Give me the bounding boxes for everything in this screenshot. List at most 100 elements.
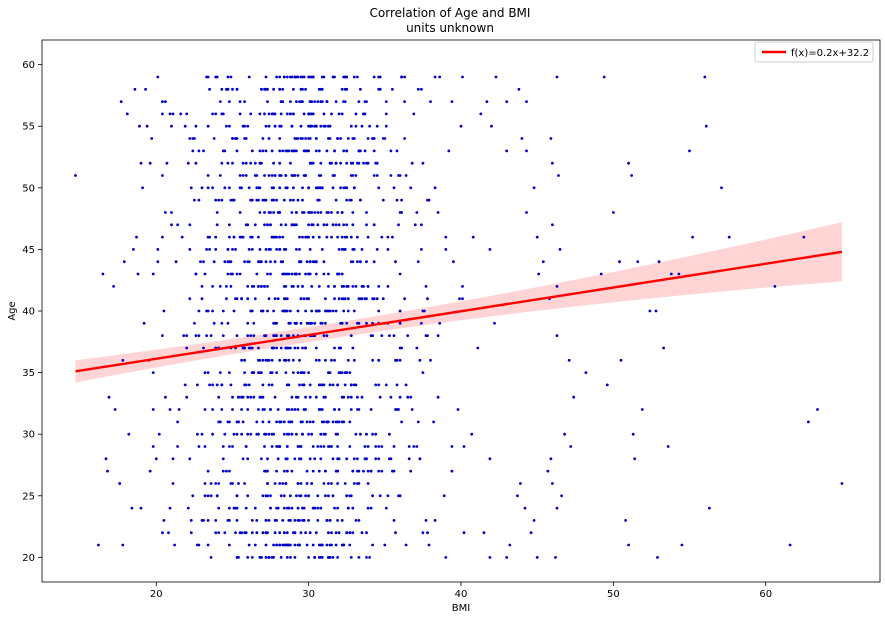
scatter-point	[282, 420, 286, 424]
scatter-point	[285, 186, 289, 190]
scatter-point	[340, 87, 344, 91]
scatter-point	[273, 260, 277, 264]
scatter-point	[427, 543, 431, 547]
scatter-point	[371, 432, 374, 436]
scatter-point	[139, 506, 143, 510]
scatter-point	[275, 371, 278, 374]
scatter-point	[221, 112, 225, 116]
scatter-point	[325, 235, 329, 239]
scatter-point	[231, 248, 234, 251]
scatter-point	[348, 445, 352, 448]
scatter-point	[249, 309, 253, 313]
scatter-point	[290, 272, 294, 276]
scatter-point	[345, 149, 349, 153]
scatter-point	[246, 260, 250, 264]
scatter-point	[261, 531, 265, 535]
scatter-point	[352, 383, 356, 387]
scatter-point	[203, 482, 207, 485]
scatter-point	[330, 482, 333, 485]
scatter-point	[360, 248, 364, 251]
scatter-point	[351, 285, 355, 288]
scatter-point	[313, 321, 317, 325]
scatter-point	[328, 161, 332, 165]
scatter-point	[278, 161, 282, 165]
scatter-point	[249, 395, 253, 399]
scatter-point	[336, 556, 339, 559]
scatter-point	[290, 211, 294, 214]
scatter-point	[340, 235, 344, 239]
scatter-point	[357, 469, 361, 473]
scatter-point	[220, 383, 224, 387]
scatter-point	[377, 309, 381, 313]
scatter-point	[261, 420, 265, 424]
scatter-point	[185, 395, 189, 399]
scatter-point	[234, 531, 237, 535]
scatter-point	[249, 235, 253, 239]
scatter-point	[324, 321, 327, 325]
scatter-point	[130, 506, 134, 510]
y-tick-label: 20	[22, 553, 35, 564]
scatter-point	[287, 432, 291, 436]
scatter-point	[229, 383, 233, 387]
scatter-point	[285, 334, 289, 337]
scatter-point	[677, 272, 681, 276]
scatter-point	[462, 531, 466, 535]
scatter-point	[375, 124, 379, 128]
scatter-point	[289, 494, 292, 498]
scatter-point	[290, 149, 294, 153]
scatter-point	[161, 235, 164, 239]
legend-box	[754, 41, 874, 63]
scatter-point	[272, 235, 275, 239]
scatter-point	[220, 198, 224, 202]
scatter-point	[215, 383, 219, 387]
scatter-point	[352, 358, 356, 362]
scatter-point	[816, 408, 819, 411]
scatter-point	[281, 482, 285, 485]
scatter-point	[307, 494, 310, 498]
scatter-point	[351, 248, 355, 251]
scatter-point	[133, 87, 137, 91]
scatter-point	[366, 506, 370, 510]
scatter-point	[263, 432, 266, 436]
scatter-point	[200, 186, 204, 190]
scatter-point	[220, 408, 224, 411]
scatter-point	[366, 235, 370, 239]
scatter-point	[317, 358, 321, 362]
scatter-point	[366, 445, 370, 448]
scatter-point	[426, 198, 429, 202]
scatter-point	[310, 482, 314, 485]
scatter-point	[244, 137, 248, 140]
scatter-point	[322, 482, 326, 485]
scatter-point	[336, 383, 339, 387]
scatter-point	[273, 124, 277, 128]
scatter-point	[151, 371, 155, 374]
scatter-point	[377, 457, 381, 461]
scatter-point	[342, 543, 346, 547]
scatter-point	[316, 519, 320, 522]
scatter-point	[238, 112, 242, 116]
scatter-point	[243, 260, 247, 264]
scatter-point	[269, 506, 272, 510]
scatter-point	[253, 543, 257, 547]
scatter-point	[327, 371, 330, 374]
scatter-point	[255, 198, 259, 202]
scatter-point	[191, 494, 195, 498]
x-axis-ticks: 20 30 40 50 60	[150, 582, 772, 600]
scatter-point	[148, 161, 152, 165]
scatter-point	[345, 457, 349, 461]
scatter-point	[328, 309, 332, 313]
scatter-point	[279, 100, 283, 103]
scatter-point	[250, 248, 254, 251]
scatter-point	[270, 174, 274, 177]
scatter-point	[336, 482, 339, 485]
scatter-point	[377, 469, 381, 473]
scatter-point	[293, 519, 297, 522]
scatter-point	[482, 531, 486, 535]
scatter-point	[386, 235, 390, 239]
scatter-point	[228, 223, 231, 227]
scatter-point	[267, 420, 271, 424]
scatter-point	[377, 383, 381, 387]
scatter-point	[214, 482, 218, 485]
scatter-point	[304, 408, 307, 411]
scatter-point	[397, 223, 400, 227]
